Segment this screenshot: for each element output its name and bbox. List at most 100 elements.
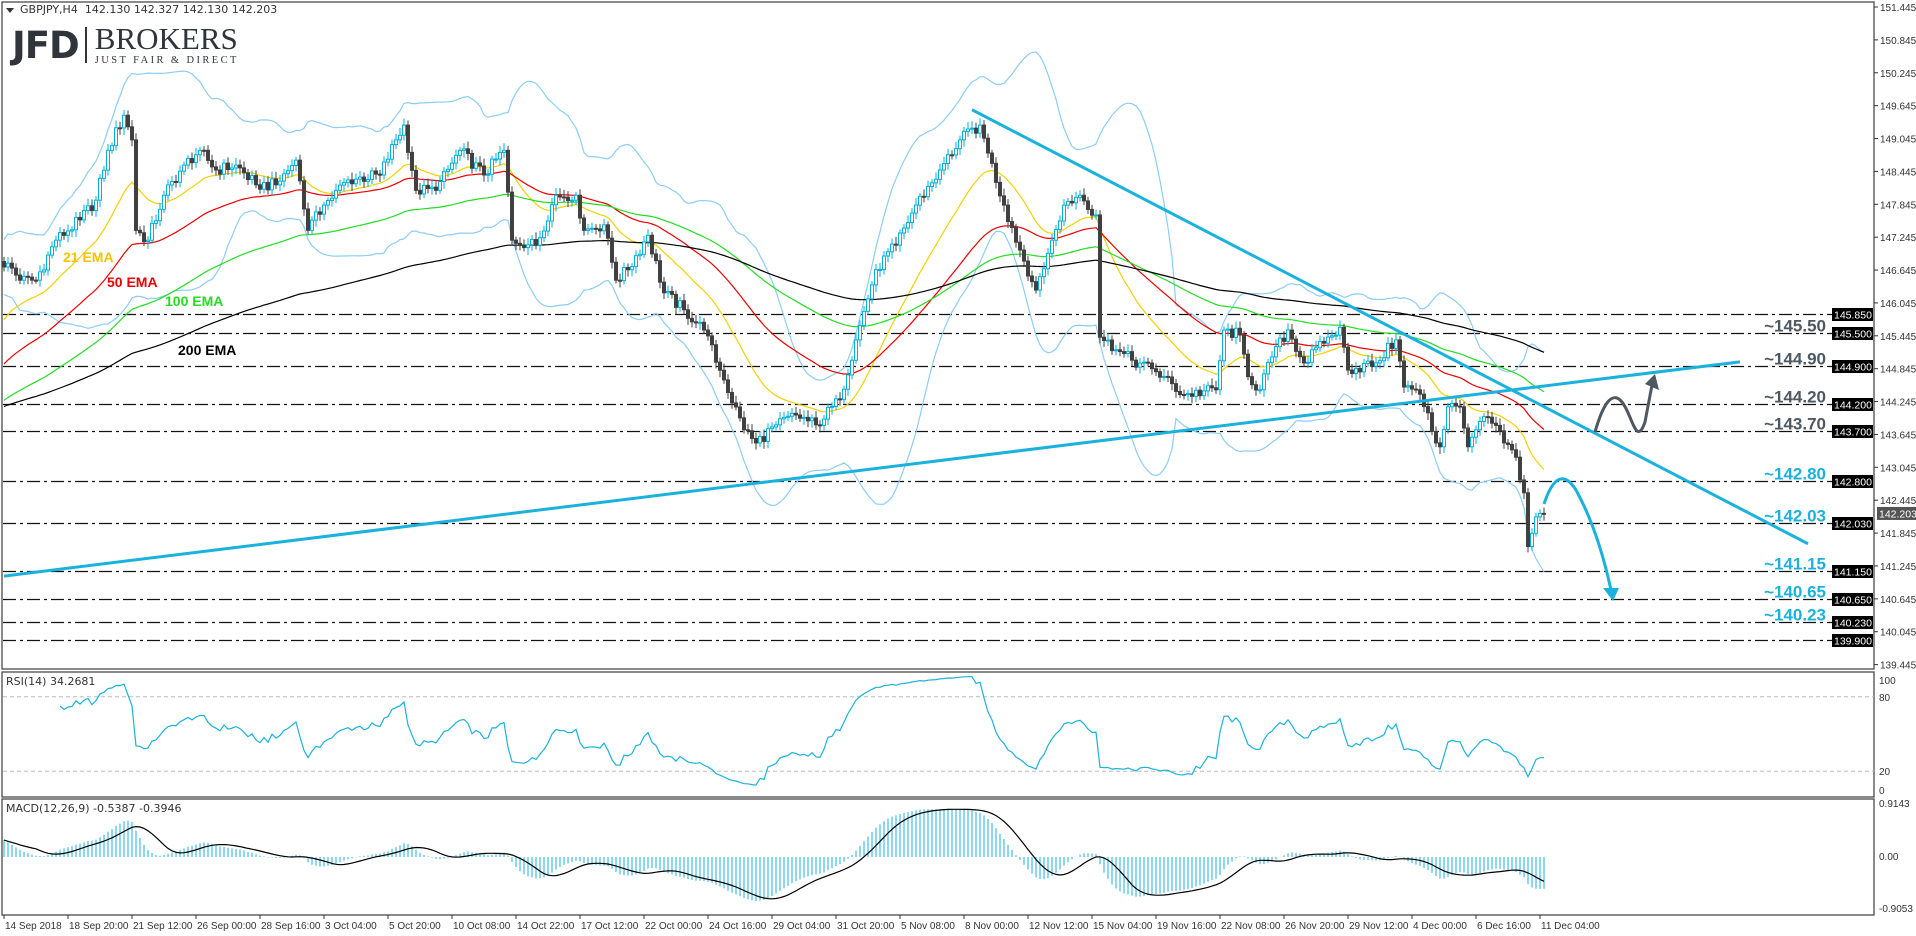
candle-body	[894, 243, 898, 246]
candle	[942, 156, 946, 175]
candle	[550, 198, 554, 228]
candle-body	[770, 426, 774, 430]
candle	[1382, 351, 1386, 367]
candle	[318, 207, 322, 221]
candle	[466, 141, 470, 161]
candle	[354, 173, 358, 188]
y-tick-label: 147.845	[1880, 200, 1916, 211]
candle-body	[1038, 276, 1042, 291]
logo-name: BROKERS	[94, 21, 238, 57]
candle-body	[378, 173, 382, 176]
candle-body	[710, 335, 714, 346]
candle-body	[1278, 337, 1282, 348]
rsi-line	[59, 675, 1544, 786]
candle-body	[642, 241, 646, 255]
candle-body	[1290, 329, 1294, 340]
candle	[1018, 235, 1022, 258]
candle-body	[1310, 349, 1314, 363]
candle-body	[714, 344, 718, 363]
level-annotation: ~145.50	[1764, 317, 1826, 336]
candle	[1114, 345, 1118, 356]
candle	[1150, 359, 1154, 375]
candle	[526, 238, 530, 255]
level-annotation: ~140.65	[1764, 583, 1826, 602]
candle-body	[182, 164, 186, 172]
candle-body	[510, 191, 514, 241]
x-tick-label: 6 Dec 16:00	[1477, 921, 1531, 932]
candle-body	[1322, 340, 1326, 344]
collapse-triangle-icon[interactable]	[6, 7, 14, 13]
candle	[342, 178, 346, 192]
candle-body	[1438, 442, 1442, 448]
candle-body	[1238, 327, 1242, 336]
candle	[198, 146, 202, 162]
candle-body	[438, 181, 442, 191]
candle-body	[410, 151, 414, 171]
y-tick-label: 150.245	[1880, 69, 1916, 80]
candle-body	[1042, 268, 1046, 278]
candle	[482, 158, 486, 182]
candle-body	[1394, 339, 1398, 349]
candle	[690, 311, 694, 328]
candle	[102, 166, 106, 182]
candle-body	[1242, 334, 1246, 355]
candle-body	[2, 261, 6, 268]
candle	[1330, 330, 1334, 341]
candle	[234, 157, 238, 175]
candle-body	[1090, 208, 1094, 216]
candle	[766, 423, 770, 449]
candle	[890, 238, 894, 259]
falling-resistance-trendline[interactable]	[971, 108, 1809, 546]
candle-body	[1250, 376, 1254, 386]
candle-body	[1246, 353, 1250, 378]
candle	[1470, 432, 1474, 453]
candle	[1022, 244, 1026, 268]
candle	[502, 143, 506, 158]
candle-body	[258, 184, 262, 190]
candle	[1378, 355, 1382, 369]
candle-body	[1106, 339, 1110, 342]
candle-body	[1390, 342, 1394, 349]
candle	[950, 150, 954, 160]
candle	[750, 424, 754, 444]
candle-body	[1414, 388, 1418, 391]
candle	[870, 281, 874, 304]
candle-body	[990, 152, 994, 164]
candle	[1466, 423, 1470, 452]
candle	[746, 423, 750, 435]
candle-body	[766, 428, 770, 442]
candle	[314, 205, 318, 227]
candle-body	[1098, 214, 1102, 338]
candle-body	[1226, 328, 1230, 331]
candle-body	[458, 149, 462, 156]
candle-body	[1066, 200, 1070, 206]
candle-body	[354, 178, 358, 185]
candle	[726, 374, 730, 399]
candle	[622, 262, 626, 285]
rising-support-trendline[interactable]	[3, 360, 1741, 578]
candle-body	[1182, 394, 1186, 397]
candle	[638, 249, 642, 261]
candle	[1458, 400, 1462, 414]
candle-body	[774, 424, 778, 428]
candle-body	[798, 414, 802, 419]
candle-body	[110, 145, 114, 151]
candle	[842, 385, 846, 404]
level-price-tag	[1832, 327, 1873, 340]
candle-body	[30, 276, 34, 281]
candle	[158, 202, 162, 227]
candle-body	[906, 221, 910, 229]
current-price-tag	[1877, 506, 1916, 520]
candle-body	[742, 417, 746, 431]
candle-body	[822, 418, 826, 426]
candle	[882, 250, 886, 275]
candle-body	[1518, 456, 1522, 481]
candle-body	[686, 309, 690, 319]
candle	[598, 224, 602, 238]
candle-body	[1230, 328, 1234, 338]
candle	[302, 175, 306, 216]
candle	[618, 273, 622, 288]
y-tick-label: 140.045	[1880, 628, 1916, 639]
candle-body	[34, 279, 38, 282]
